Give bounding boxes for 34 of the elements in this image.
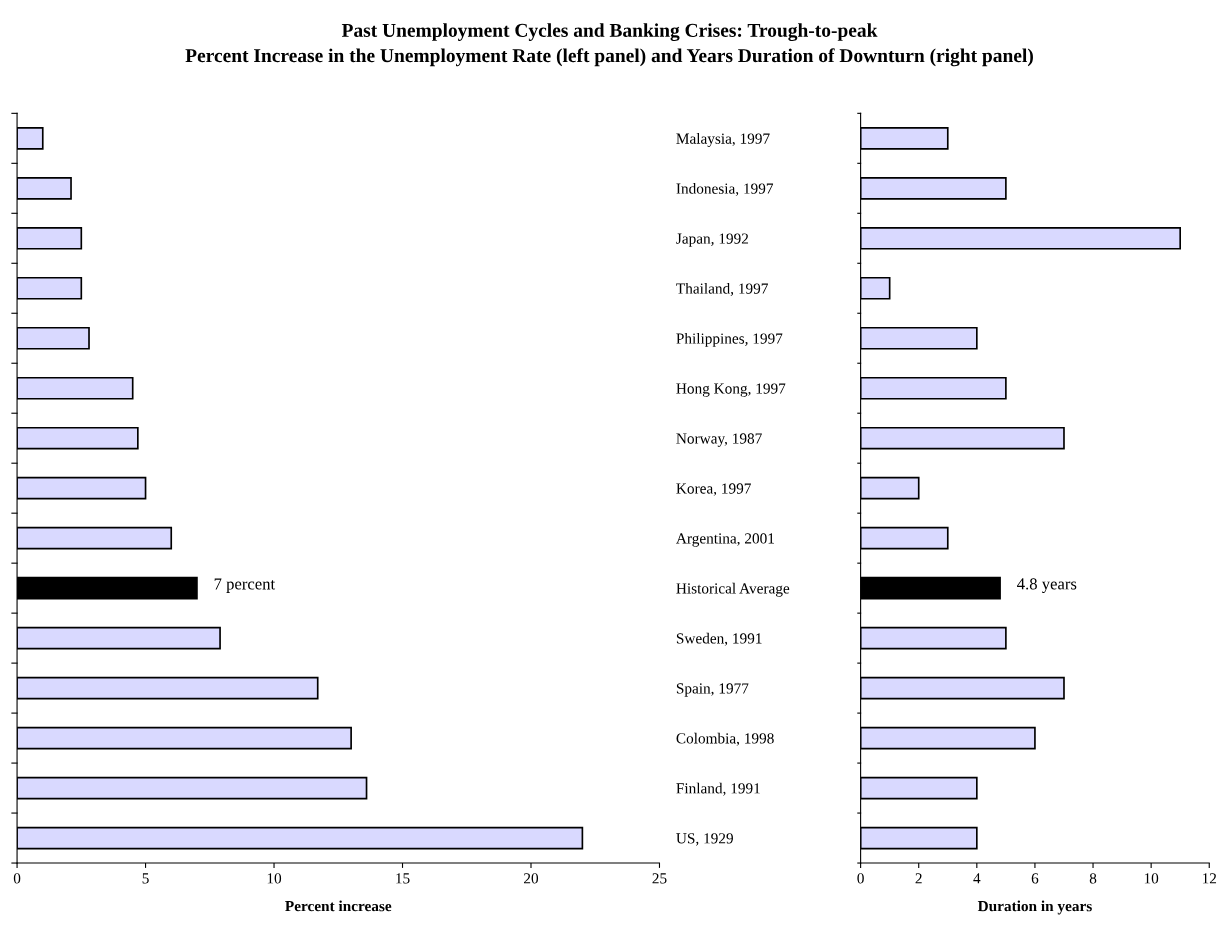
y-tick-label: Argentina, 2001 [676, 533, 774, 547]
y-tick-label: Japan, 1992 [676, 233, 749, 247]
y-tick-label: Sweden, 1991 [676, 632, 762, 646]
chart-subtitle: Percent Increase in the Unemployment Rate (left panel) and Years Duration of Downturn (right panel) [185, 48, 1033, 67]
x-axis-title: Percent increase [285, 900, 392, 912]
x-tick-label: 25 [652, 873, 667, 884]
x-axis-title: Duration in years [977, 900, 1092, 915]
x-tick-label: 0 [857, 873, 864, 884]
x-tick-label: 2 [915, 873, 922, 884]
annotation: 7 percent [214, 578, 276, 593]
x-tick-label: 12 [1202, 873, 1217, 884]
y-tick-label: Colombia, 1998 [676, 732, 774, 746]
x-tick-label: 8 [1089, 873, 1097, 884]
y-tick-label: Korea, 1997 [676, 483, 751, 496]
x-tick-label: 6 [1031, 873, 1039, 884]
y-tick-label: Malaysia, 1997 [676, 133, 770, 147]
y-tick-label: Finland, 1991 [676, 782, 760, 796]
x-tick-label: 10 [1144, 873, 1159, 884]
x-tick-label: 20 [524, 873, 539, 884]
x-tick-label: 0 [13, 873, 21, 884]
y-tick-label: Norway, 1987 [676, 433, 762, 447]
x-tick-label: 10 [267, 873, 282, 884]
x-tick-label: 5 [142, 873, 149, 884]
y-tick-label: Philippines, 1997 [676, 332, 783, 347]
annotation: 4.8 years [1017, 578, 1077, 593]
y-tick-label: Thailand, 1997 [676, 282, 768, 296]
y-tick-label: Indonesia, 1997 [676, 183, 774, 196]
chart-title: Past Unemployment Cycles and Banking Crises: Trough-to-peak [341, 23, 878, 42]
y-tick-label: Hong Kong, 1997 [676, 383, 786, 397]
y-tick-label: Historical Average [676, 582, 790, 597]
x-tick-label: 4 [973, 873, 981, 884]
y-tick-label: US, 1929 [676, 833, 733, 846]
x-tick-label: 15 [396, 873, 410, 884]
y-tick-label: Spain, 1977 [676, 683, 749, 697]
